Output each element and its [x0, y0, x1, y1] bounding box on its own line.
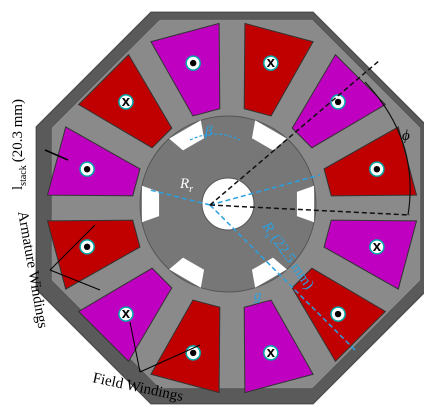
- value: (20.3 mm): [10, 99, 26, 162]
- dot-marker: [190, 350, 196, 356]
- beta-label: β: [204, 124, 213, 140]
- subscript: stack: [18, 165, 29, 186]
- dot-marker: [190, 60, 196, 66]
- x-marker: x: [267, 344, 276, 361]
- x-marker: x: [267, 54, 276, 71]
- x-marker: x: [122, 305, 131, 322]
- dot-marker: [84, 244, 90, 250]
- phi-label: ϕ: [402, 128, 410, 144]
- rotor-notch: [142, 186, 159, 223]
- stack-length-label: lstack(20.3 mm): [10, 99, 29, 190]
- x-marker: x: [122, 93, 131, 110]
- symbol: R: [179, 176, 189, 192]
- air-gap-label: g: [254, 288, 262, 304]
- dot-marker: [335, 311, 341, 317]
- motor-body: x x x x x: [36, 12, 424, 404]
- subscript: r: [189, 184, 193, 195]
- dot-marker: [374, 166, 380, 172]
- dot-marker: [84, 166, 90, 172]
- motor-diagram: xxxxx lstack(20.3 mm) Armature Windings …: [0, 0, 424, 417]
- dot-marker: [335, 99, 341, 105]
- rotor-notch: [297, 186, 314, 223]
- x-marker: x: [373, 238, 382, 255]
